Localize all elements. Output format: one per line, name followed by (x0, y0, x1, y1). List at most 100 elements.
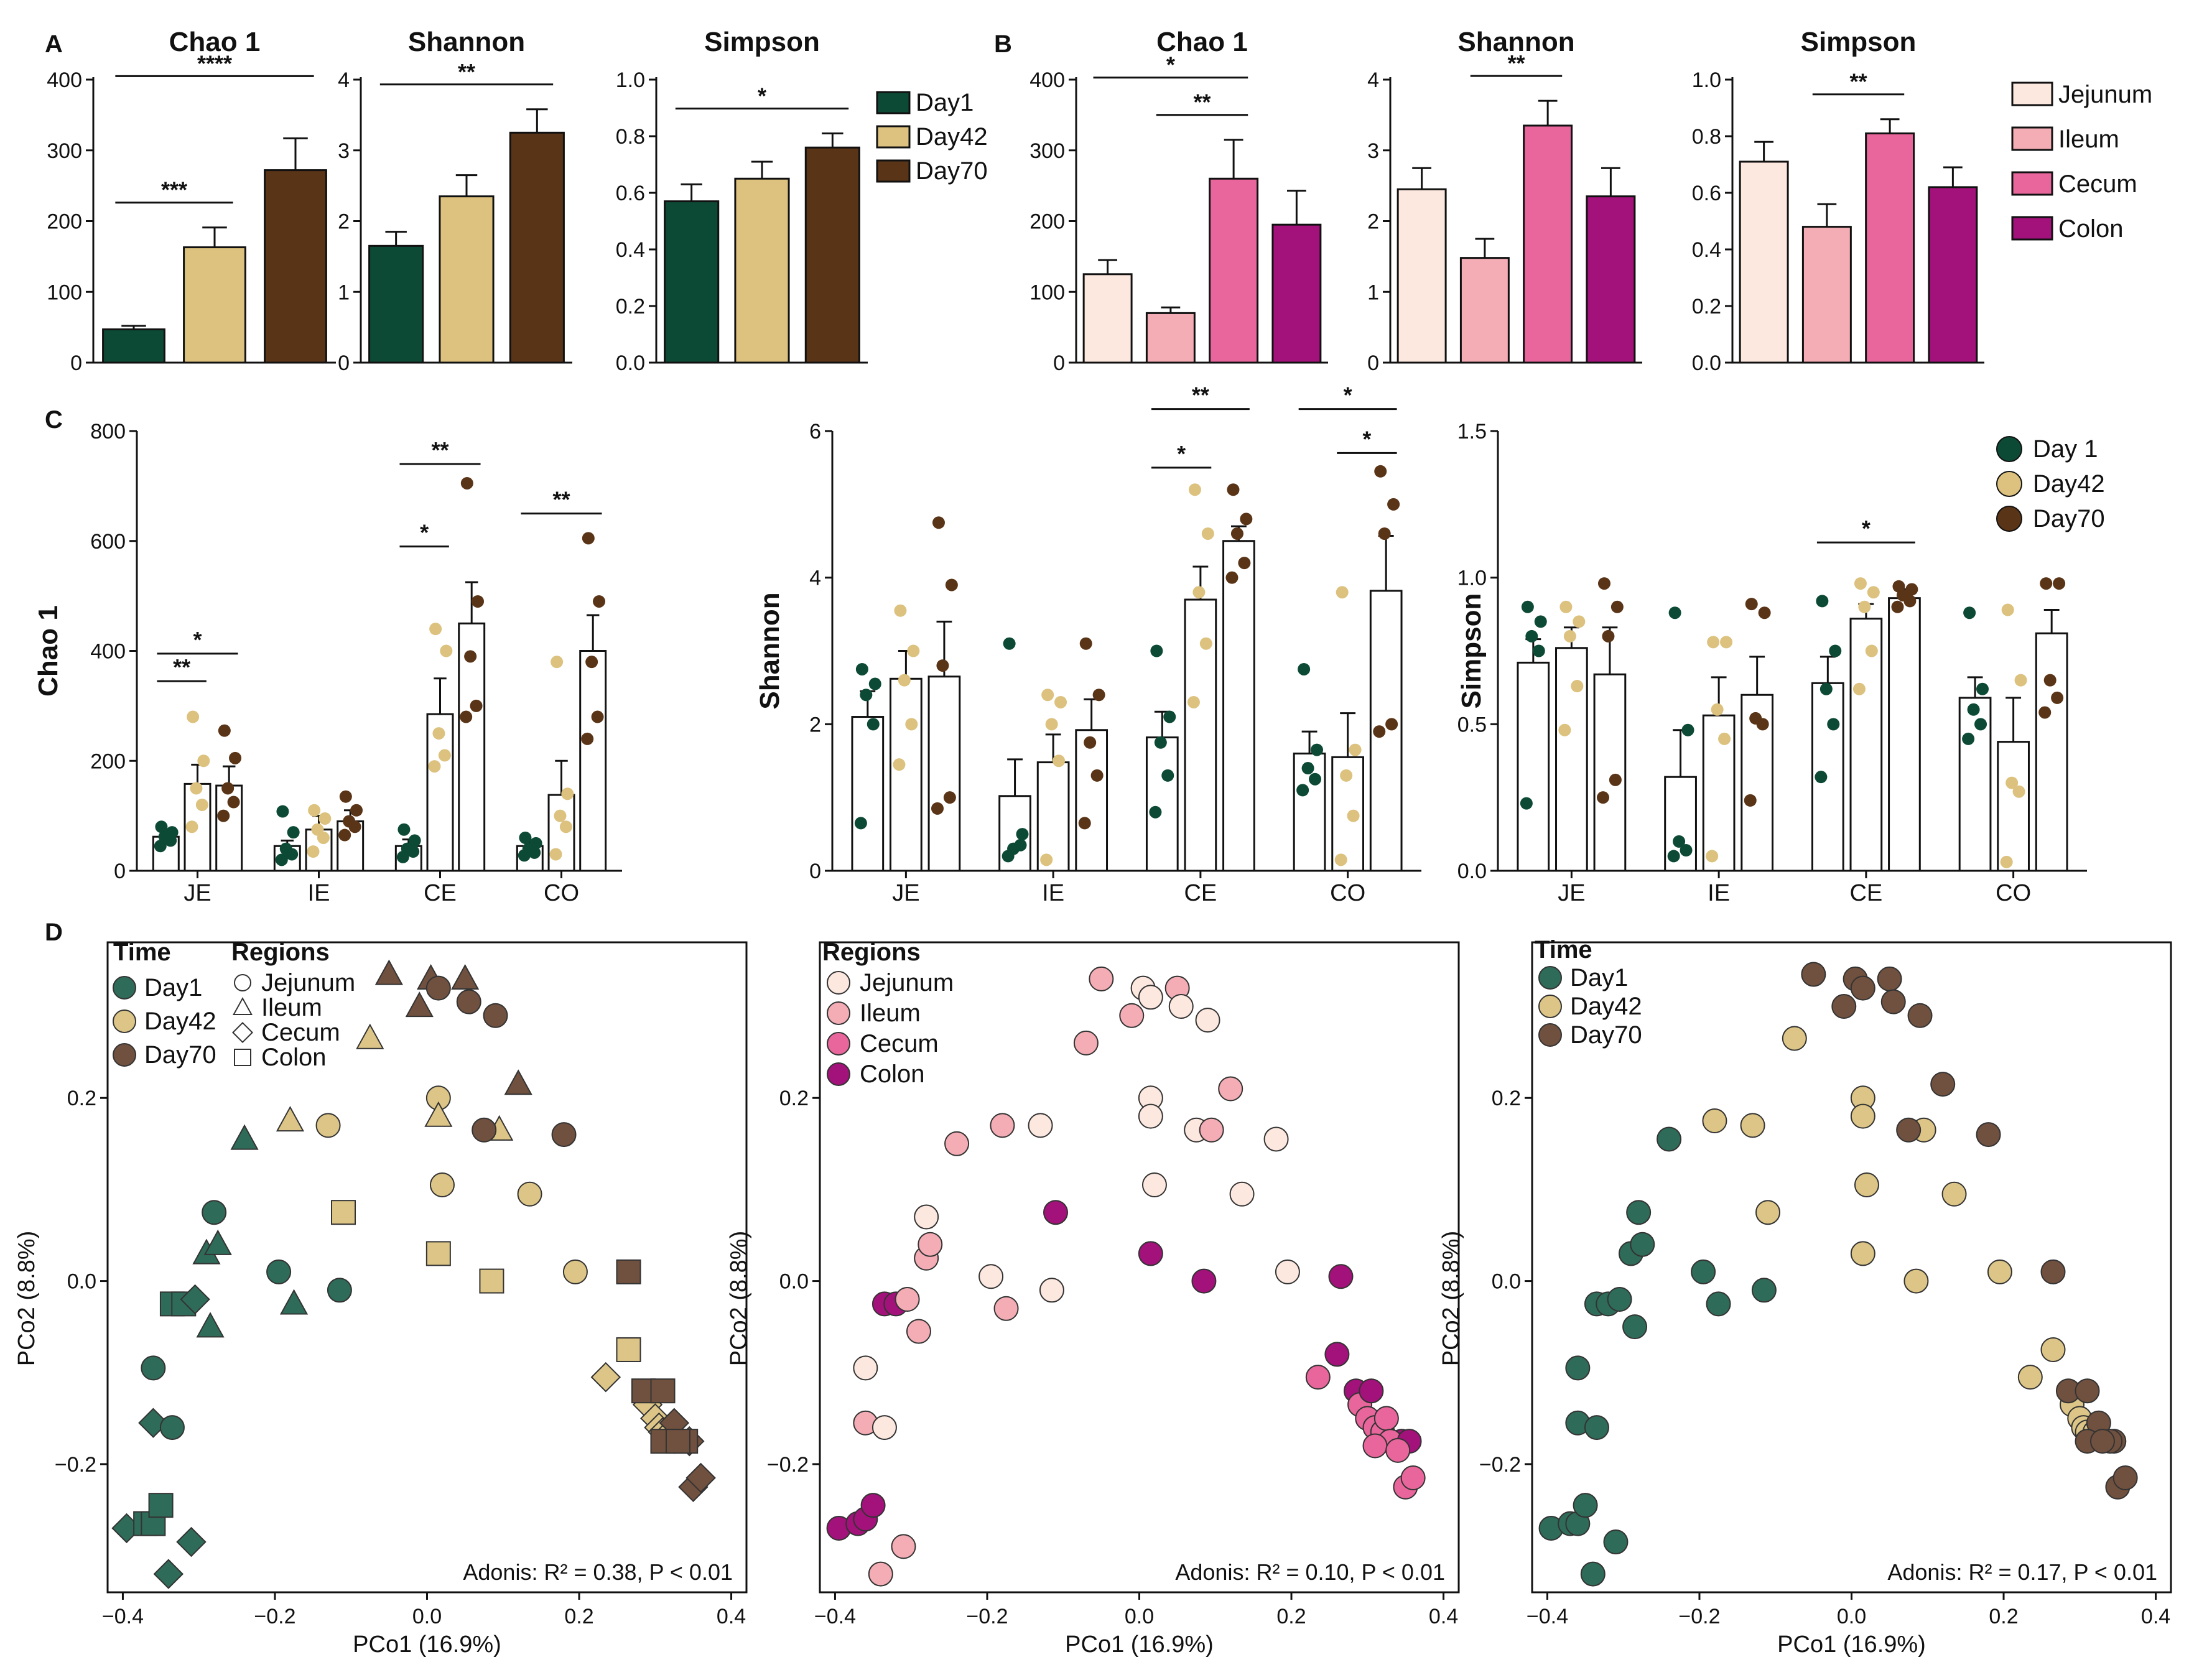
data-point (1324, 1342, 1350, 1367)
y-tick-label: 0.8 (1692, 125, 1721, 149)
significance-stars: * (1862, 516, 1871, 541)
data-point (470, 699, 483, 712)
x-tick-label: CE (424, 880, 457, 906)
data-point (2012, 785, 2025, 798)
data-point (2014, 674, 2027, 687)
data-point (1816, 595, 1829, 608)
data-point (1079, 637, 1092, 650)
data-point (1558, 723, 1571, 736)
data-point (936, 659, 949, 672)
data-point (944, 1131, 970, 1156)
data-point (1607, 1287, 1632, 1312)
data-point (1815, 771, 1828, 784)
data-point (2000, 855, 2013, 868)
data-point (401, 842, 414, 855)
data-point (585, 656, 598, 669)
bar-day42 (439, 195, 495, 364)
legend-swatch-day1 (876, 91, 911, 114)
y-tick-label: 2 (1367, 210, 1379, 234)
data-point (1263, 1126, 1289, 1152)
data-point (424, 1101, 453, 1127)
legend-title: Regions (231, 939, 330, 966)
data-point (1867, 586, 1880, 599)
x-axis-label: PCo1 (16.9%) (1777, 1631, 1926, 1658)
data-point (1630, 1232, 1655, 1257)
data-point (483, 1003, 508, 1028)
bar-ileum (1145, 312, 1196, 364)
bar (1555, 647, 1588, 872)
data-point (1520, 797, 1533, 810)
data-point (2040, 1259, 2066, 1284)
y-tick-label: 0.8 (616, 125, 645, 149)
data-point (1681, 723, 1694, 736)
data-point (1877, 966, 1902, 991)
data-point (2075, 1378, 2100, 1404)
data-point (1378, 527, 1391, 540)
data-point (1880, 989, 1906, 1014)
data-point (1154, 736, 1167, 749)
data-point (1054, 695, 1067, 708)
plot-frame (106, 941, 748, 1594)
data-point (276, 1106, 305, 1132)
data-point (176, 1526, 207, 1557)
data-point (867, 718, 880, 731)
data-point (1373, 1406, 1399, 1431)
data-point (425, 1241, 451, 1266)
legend-dot-day42 (1996, 471, 2022, 497)
data-point (517, 1181, 542, 1207)
data-point (1820, 682, 1833, 695)
data-point (894, 604, 907, 617)
y-tick-label: 1 (338, 281, 350, 304)
y-tick-label: 400 (1029, 68, 1065, 92)
data-point (1334, 853, 1347, 866)
data-point (893, 758, 906, 771)
data-point (1865, 644, 1878, 657)
data-point (1309, 773, 1322, 786)
x-tick-label: 0.2 (564, 1605, 593, 1628)
data-point (1850, 1241, 1875, 1266)
data-point (1850, 975, 1875, 1001)
data-point (1218, 1076, 1243, 1102)
data-point (616, 1337, 641, 1362)
data-point (440, 644, 453, 657)
y-tick-label: 200 (47, 210, 82, 234)
data-point (854, 817, 867, 830)
panel-label-b: B (994, 30, 1012, 58)
data-point (1707, 636, 1720, 649)
data-point (2001, 603, 2014, 616)
data-point (1298, 662, 1311, 675)
data-point (343, 815, 356, 828)
data-point (1359, 1378, 1384, 1404)
data-point (230, 1124, 259, 1150)
x-tick-label: 0.4 (1429, 1605, 1458, 1628)
data-point (1347, 809, 1360, 822)
y-tick-label: 6 (809, 420, 821, 443)
data-point (154, 840, 167, 853)
significance-stars: * (1344, 383, 1352, 408)
legend-label: Ileum (2058, 126, 2119, 153)
data-point (266, 1259, 292, 1284)
bar-day42 (183, 246, 246, 364)
significance-stars: **** (197, 50, 232, 76)
x-axis-label: PCo1 (16.9%) (353, 1631, 501, 1658)
data-point (428, 760, 441, 773)
legend-label: Cecum (2058, 170, 2137, 198)
data-point (279, 1289, 309, 1315)
bar-colon (1928, 186, 1978, 364)
legend-swatch-colon (2011, 216, 2053, 241)
data-point (479, 1268, 504, 1294)
bar (851, 716, 885, 872)
legend-title: Time (113, 939, 171, 966)
data-point (1201, 527, 1214, 540)
y-tick-label: 0.2 (779, 1087, 809, 1110)
significance-stars: ** (1507, 50, 1525, 76)
data-point (1229, 1181, 1255, 1207)
legend-label: Day1 (916, 89, 974, 116)
legend-dot-day42 (113, 1009, 136, 1033)
legend-label: Jejunum (2058, 81, 2152, 108)
y-tick-label: 4 (809, 567, 821, 590)
y-tick-label: 0.2 (67, 1087, 96, 1110)
data-point (1668, 606, 1681, 620)
data-point (1225, 571, 1239, 584)
data-point (1385, 1437, 1411, 1463)
